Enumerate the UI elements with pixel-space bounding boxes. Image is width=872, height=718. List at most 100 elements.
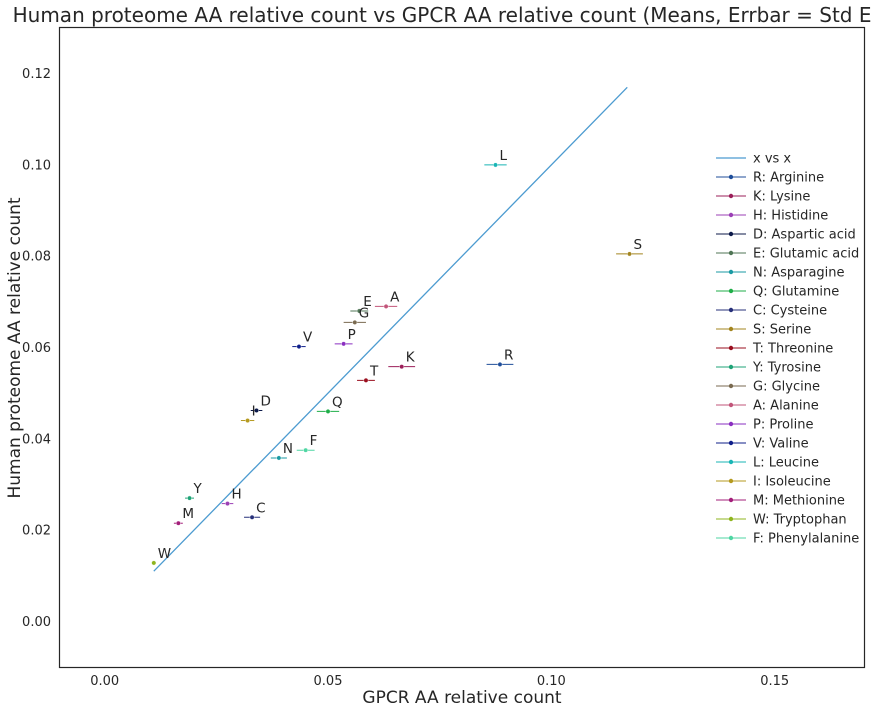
y-tick-label: 0.00: [22, 615, 51, 630]
point-label: D: [261, 393, 271, 409]
legend-marker: [728, 535, 734, 541]
y-tick-label: 0.10: [22, 158, 51, 173]
legend-marker: [728, 402, 734, 408]
legend-label: N: Asparagine: [753, 266, 845, 281]
legend-marker: [728, 421, 734, 427]
x-axis-ticks: 0.00 0.05 0.10 0.15: [90, 674, 789, 689]
x-tick-label: 0.15: [760, 674, 789, 689]
legend: x vs x R: Arginine K: Lysine H: Histidine D:…: [716, 152, 859, 547]
legend-label: Y: Tyrosine: [752, 361, 821, 376]
legend-label: S: Serine: [753, 323, 811, 338]
point-label: E: [363, 294, 372, 310]
legend-label: L: Leucine: [753, 456, 819, 471]
legend-label: D: Aspartic acid: [753, 228, 856, 243]
legend-marker: [728, 478, 734, 484]
point-label: H: [232, 487, 242, 503]
point-label: S: [634, 237, 643, 253]
point-label: Y: [193, 481, 203, 497]
legend-marker: [728, 269, 734, 275]
legend-label: G: Glycine: [753, 380, 820, 395]
legend-label: R: Arginine: [753, 171, 824, 186]
legend-label: Q: Glutamine: [753, 285, 839, 300]
x-vs-x-reference-line: [153, 86, 628, 572]
y-tick-label: 0.04: [22, 432, 51, 447]
data-point: [151, 560, 157, 566]
legend-label: M: Methionine: [753, 494, 845, 509]
point-label: V: [303, 330, 313, 346]
data-points-layer: R K H D E N Q C S T Y G A P V L I M W F: [151, 148, 643, 566]
y-axis-label: Human proteome AA relative count: [5, 197, 25, 498]
y-tick-label: 0.08: [22, 250, 51, 265]
data-point: [363, 377, 369, 383]
point-label: M: [182, 506, 194, 522]
reference-line-layer: [153, 86, 628, 572]
data-point: [245, 418, 251, 423]
legend-marker: [728, 174, 734, 180]
legend-label: T: Threonine: [752, 342, 833, 357]
legend-marker: [728, 326, 734, 332]
legend-label: V: Valine: [753, 437, 809, 452]
y-tick-label: 0.02: [22, 524, 51, 539]
legend-label: E: Glutamic acid: [753, 247, 859, 262]
data-point: [249, 514, 255, 520]
legend-label: W: Tryptophan: [753, 513, 847, 528]
legend-label: A: Alanine: [753, 399, 819, 414]
x-tick-label: 0.00: [90, 674, 119, 689]
data-point: [493, 162, 498, 168]
data-point: [627, 251, 632, 257]
point-label: I: [252, 404, 256, 420]
legend-marker: [728, 516, 734, 522]
data-point: [187, 495, 192, 501]
x-axis-label: GPCR AA relative count: [362, 688, 561, 708]
y-axis-ticks: 0.00 0.02 0.04 0.06 0.08 0.10 0.12: [22, 67, 51, 630]
legend-label: K: Lysine: [753, 190, 810, 205]
legend-marker: [728, 231, 734, 237]
plot-area-frame: [58, 26, 866, 669]
data-point: [341, 341, 347, 347]
legend-marker: [728, 497, 734, 503]
legend-marker: [728, 440, 734, 446]
point-label: R: [504, 347, 513, 363]
data-point: [225, 501, 230, 506]
point-label: K: [406, 350, 416, 366]
legend-label: C: Cysteine: [753, 304, 827, 319]
legend-marker: [728, 250, 734, 256]
legend-marker: [728, 364, 734, 370]
data-point: [497, 361, 503, 367]
y-tick-label: 0.06: [22, 341, 51, 356]
legend-label: x vs x: [753, 152, 791, 167]
data-point: [399, 364, 405, 370]
chart-title: Human proteome AA relative count vs GPCR…: [13, 3, 872, 27]
point-label: F: [310, 433, 318, 449]
data-point: [356, 308, 362, 314]
data-point: [276, 455, 282, 461]
data-point: [296, 344, 302, 349]
point-label: A: [390, 289, 400, 305]
legend-marker: [728, 383, 734, 389]
data-point: [352, 319, 358, 325]
point-label: N: [283, 441, 293, 457]
point-label: T: [369, 363, 379, 379]
legend-marker: [728, 212, 734, 218]
point-label: C: [256, 500, 265, 516]
legend-label: F: Phenylalanine: [753, 532, 859, 547]
y-tick-label: 0.12: [22, 67, 51, 82]
point-label: L: [500, 148, 508, 164]
x-tick-label: 0.05: [314, 674, 343, 689]
data-point: [254, 408, 259, 413]
legend-label: P: Proline: [753, 418, 813, 433]
legend-marker: [728, 288, 734, 294]
legend-label: I: Isoleucine: [753, 475, 831, 490]
legend-marker: [728, 459, 734, 465]
point-label: W: [158, 546, 171, 562]
point-label: G: [359, 305, 369, 321]
x-tick-label: 0.10: [537, 674, 566, 689]
legend-marker: [728, 307, 734, 313]
data-point: [303, 447, 309, 453]
point-label: P: [348, 327, 356, 343]
legend-marker: [728, 193, 734, 199]
legend-label: H: Histidine: [753, 209, 828, 224]
data-point: [175, 520, 181, 526]
point-label: Q: [332, 394, 343, 410]
